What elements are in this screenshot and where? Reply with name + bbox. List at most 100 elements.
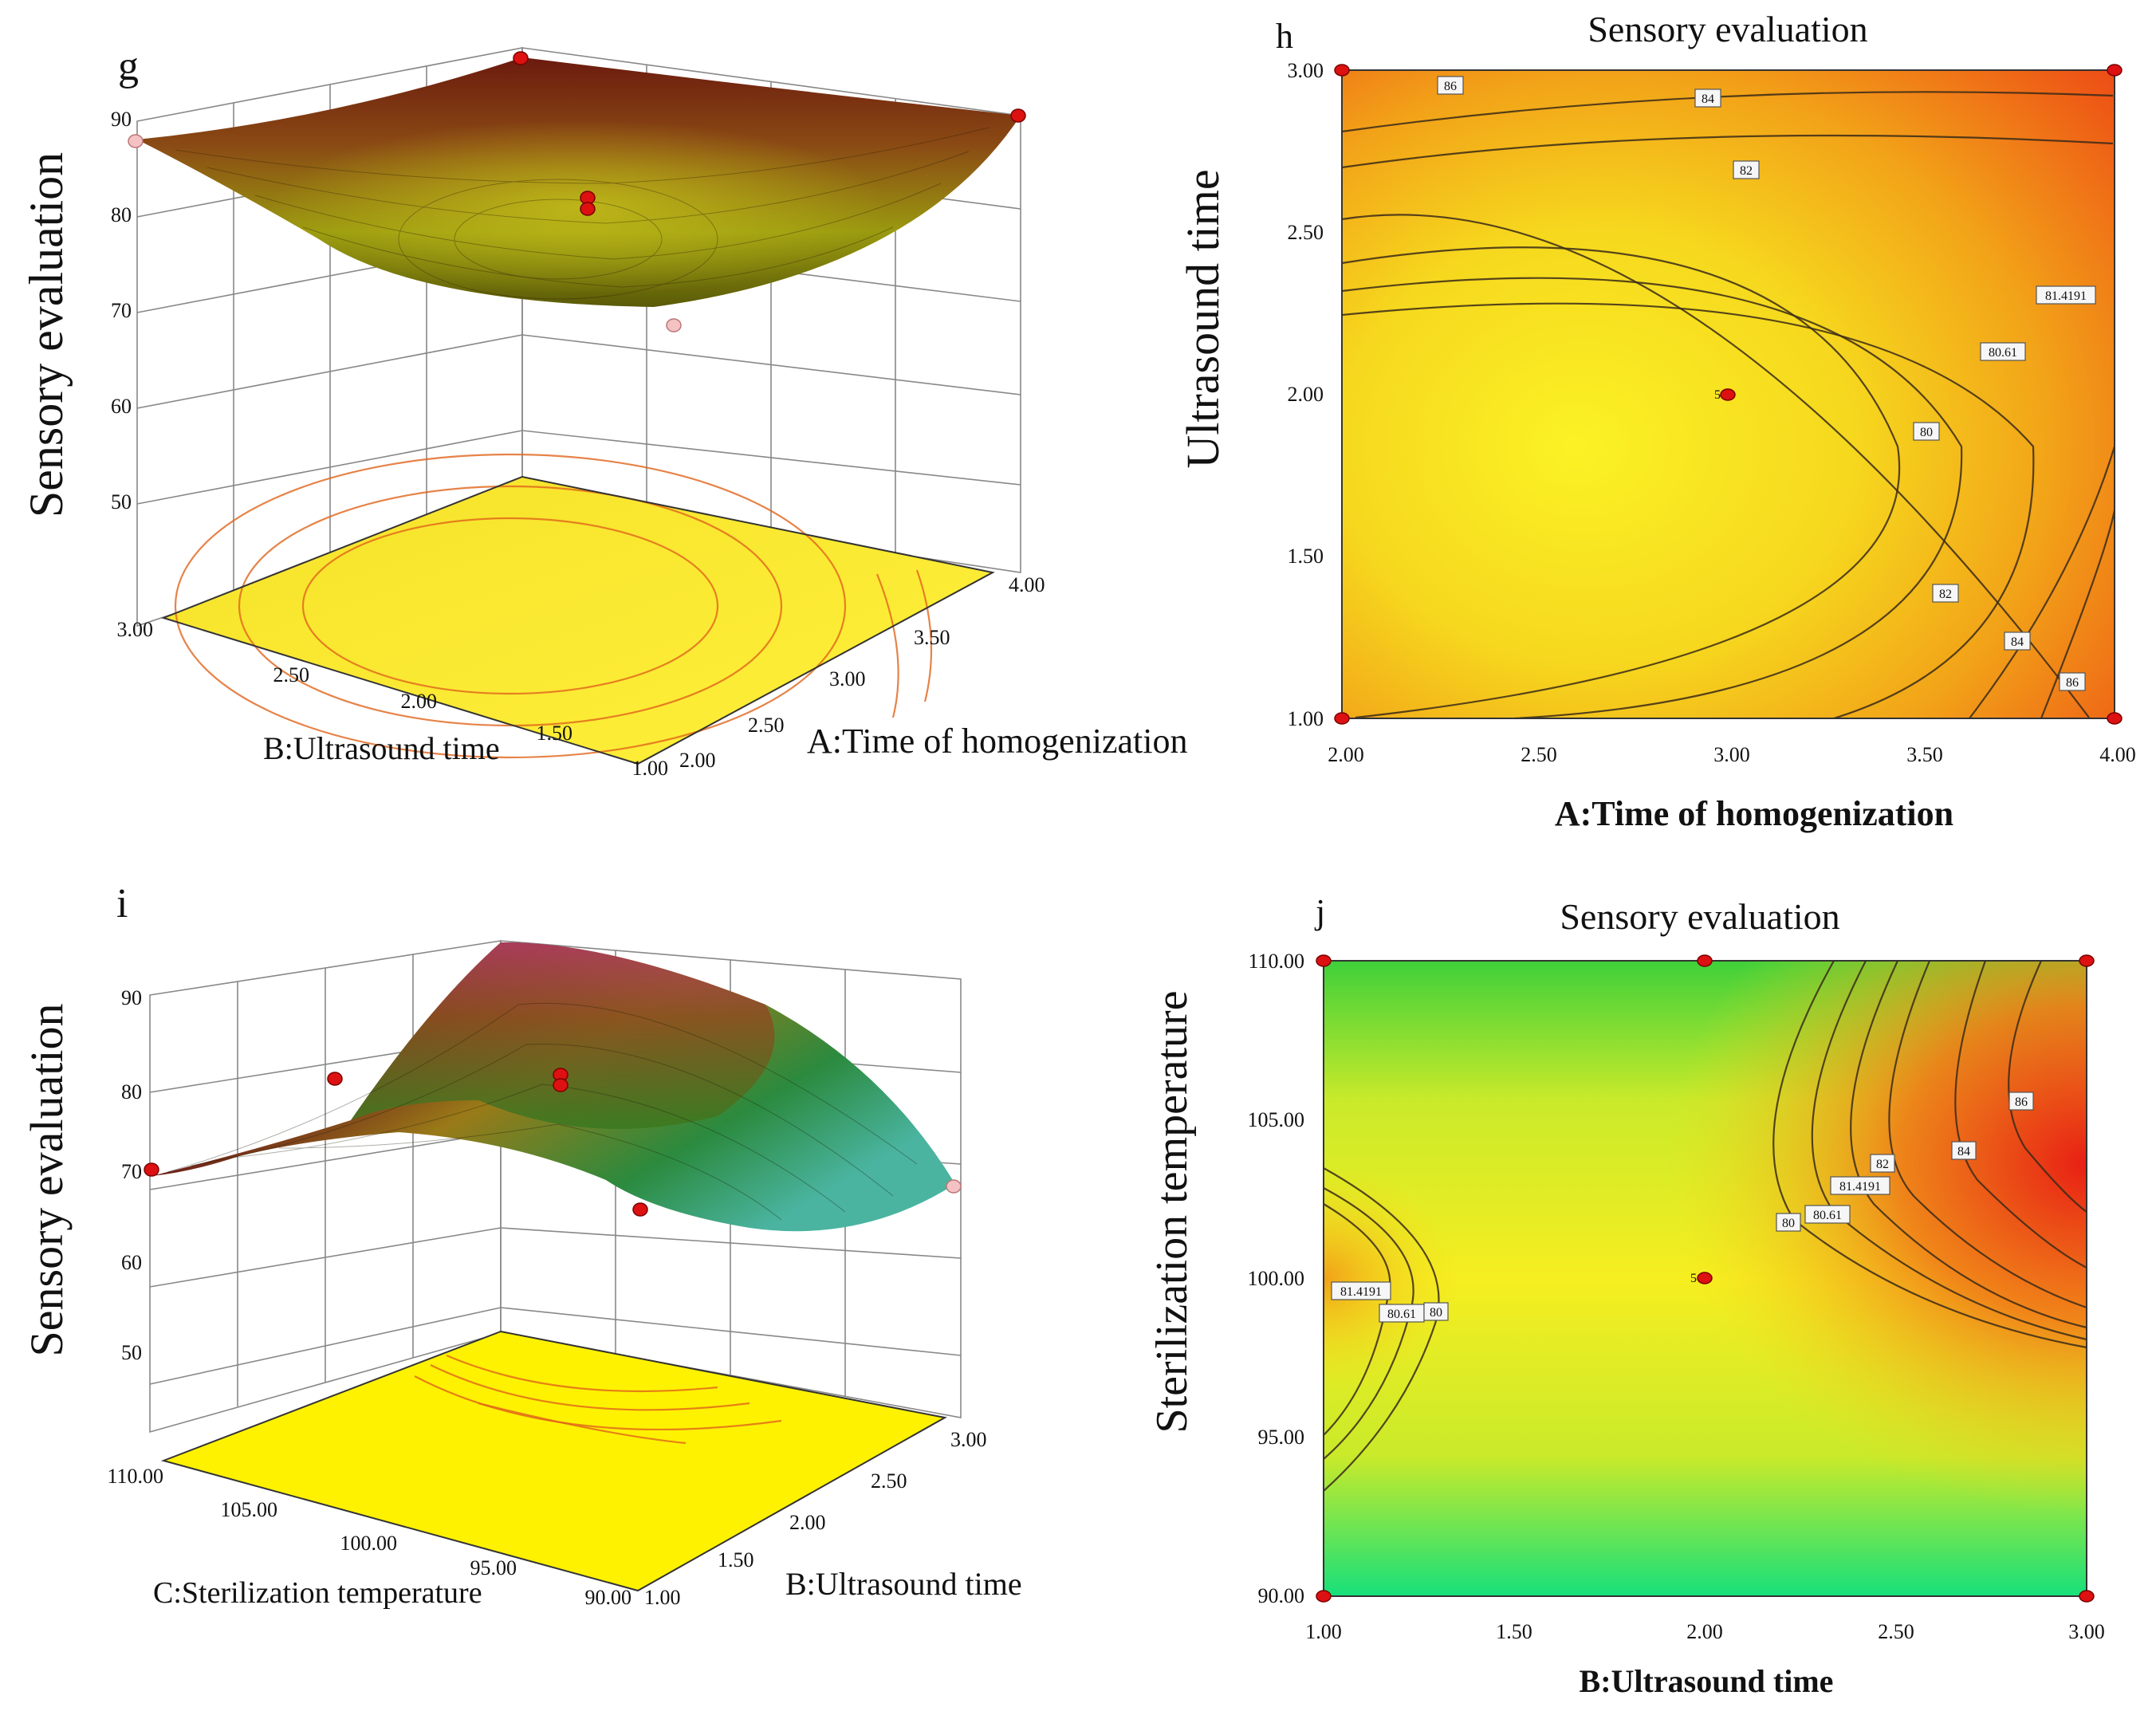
i-b-tick: 1.00 <box>644 1586 681 1609</box>
h-contour-label: 80 <box>1920 426 1933 439</box>
g-floor-plane <box>163 477 993 764</box>
h-x-tick: 2.50 <box>1521 743 1557 766</box>
h-y-ticks: 1.00 1.50 2.00 2.50 3.00 <box>1288 59 1324 730</box>
i-design-points <box>144 1068 962 1217</box>
j-contour-label: 80.61 <box>1387 1308 1416 1321</box>
j-x-tick: 2.50 <box>1878 1620 1914 1643</box>
j-x-tick: 2.00 <box>1686 1620 1723 1643</box>
j-contour-label: 81.4191 <box>1340 1285 1382 1299</box>
h-y-tick: 1.00 <box>1288 707 1324 730</box>
i-b-axis-label: B:Ultrasound time <box>785 1566 1022 1602</box>
h-x-tick: 4.00 <box>2099 743 2136 766</box>
j-x-tick: 3.00 <box>2068 1620 2105 1643</box>
j-design-point <box>2079 1590 2095 1603</box>
j-contour-label: 80 <box>1430 1306 1442 1320</box>
j-design-point <box>1697 954 1713 967</box>
g-b-tick: 2.00 <box>401 690 438 713</box>
h-design-point <box>2107 712 2123 725</box>
i-design-point <box>632 1202 648 1217</box>
i-b-tick: 1.50 <box>718 1548 754 1571</box>
h-design-points: 5 <box>1334 64 2123 725</box>
panel-h: h Sensory evaluation 86 84 82 81.4191 80… <box>1177 9 2136 833</box>
h-design-point <box>1334 64 1350 77</box>
j-y-tick: 90.00 <box>1258 1584 1305 1607</box>
h-y-tick: 2.00 <box>1288 383 1324 406</box>
i-design-point <box>327 1072 343 1086</box>
panel-j-letter: j <box>1314 892 1325 931</box>
g-design-points <box>128 51 1026 332</box>
j-design-point <box>1697 1272 1713 1284</box>
g-a-tick: 4.00 <box>1009 573 1045 596</box>
g-a-tick: 3.00 <box>829 667 866 690</box>
g-b-tick: 1.50 <box>537 722 573 745</box>
h-y-axis-label: Ultrasound time <box>1177 169 1229 468</box>
j-contour-label: 81.4191 <box>1839 1180 1881 1194</box>
j-contour-labels: 81.4191 80.61 80 80 80.61 81.4191 82 84 … <box>1331 1092 2034 1323</box>
g-a-tick: 2.50 <box>748 714 785 737</box>
g-z-ticks: 90 80 70 60 50 <box>111 108 132 513</box>
j-design-point <box>1316 1590 1332 1603</box>
j-contour-label: 80 <box>1782 1217 1795 1230</box>
i-floor-plane <box>163 1331 945 1591</box>
i-z-ticks: 90 80 70 60 50 <box>121 986 142 1364</box>
i-floor-outline <box>160 1330 947 1592</box>
g-b-tick: 2.50 <box>273 663 310 686</box>
i-floor-contours <box>414 1354 782 1445</box>
g-b-tick: 3.00 <box>117 618 154 641</box>
g-a-axis-label: A:Time of homogenization <box>807 722 1187 761</box>
h-x-ticks: 2.00 2.50 3.00 3.50 4.00 <box>1328 743 2136 766</box>
h-plot-frame <box>1341 69 2115 719</box>
j-contour-label: 84 <box>1957 1145 1970 1158</box>
i-c-tick: 95.00 <box>470 1556 517 1579</box>
i-c-tick: 100.00 <box>340 1532 398 1555</box>
i-z-tick: 70 <box>121 1160 142 1183</box>
g-back-wall-right <box>521 47 1021 573</box>
i-design-point <box>144 1162 159 1177</box>
j-title: Sensory evaluation <box>1560 896 1839 937</box>
h-x-axis-label: A:Time of homogenization <box>1555 794 1953 833</box>
g-z-tick: 80 <box>111 203 132 226</box>
j-y-ticks: 90.00 95.00 100.00 105.00 110.00 <box>1248 950 1305 1607</box>
panel-i-letter: i <box>116 881 128 926</box>
g-surface-highlight <box>137 57 1021 307</box>
i-b-tick: 3.00 <box>950 1428 987 1451</box>
h-contour-label: 84 <box>1702 92 1714 106</box>
h-design-point <box>1334 712 1350 725</box>
j-x-tick: 1.00 <box>1305 1620 1342 1643</box>
i-c-tick: 90.00 <box>585 1586 632 1609</box>
g-b-ticks: 3.00 2.50 2.00 1.50 1.00 <box>117 618 669 780</box>
g-b-axis-label: B:Ultrasound time <box>263 730 500 766</box>
h-center-point-label: 5 <box>1714 388 1721 402</box>
h-design-point <box>1720 388 1736 401</box>
g-a-tick: 3.50 <box>914 626 950 649</box>
i-z-tick: 80 <box>121 1080 142 1103</box>
i-b-ticks: 1.00 1.50 2.00 2.50 3.00 <box>644 1428 987 1609</box>
i-c-tick: 110.00 <box>107 1465 163 1488</box>
h-y-tick: 2.50 <box>1288 221 1324 244</box>
h-contour-labels: 86 84 82 81.4191 80.61 80 82 84 86 <box>1437 76 2096 691</box>
i-design-point <box>946 1179 962 1194</box>
g-design-point <box>513 51 529 65</box>
j-x-axis-label: B:Ultrasound time <box>1580 1663 1834 1699</box>
g-b-tick: 1.00 <box>632 757 669 780</box>
h-contour-label: 81.4191 <box>2045 289 2087 303</box>
g-z-axis-label: Sensory evaluation <box>20 152 73 517</box>
g-a-tick: 2.00 <box>679 749 716 772</box>
g-z-tick: 50 <box>111 490 132 513</box>
j-y-tick: 95.00 <box>1258 1426 1305 1449</box>
j-x-tick: 1.50 <box>1496 1620 1532 1643</box>
h-contour-label: 86 <box>2066 676 2079 690</box>
j-contour-label: 86 <box>2015 1095 2028 1109</box>
g-floor-outline <box>160 475 995 765</box>
j-center-point-label: 5 <box>1690 1272 1697 1285</box>
j-design-point <box>1316 954 1332 967</box>
g-z-tick: 90 <box>111 108 132 131</box>
h-x-tick: 3.50 <box>1906 743 1943 766</box>
i-z-tick: 50 <box>121 1341 142 1364</box>
g-floor-contours <box>174 453 933 759</box>
h-contour-label: 80.61 <box>1989 346 2017 360</box>
g-design-point <box>1010 108 1026 123</box>
i-z-axis-label: Sensory evaluation <box>21 1004 73 1357</box>
g-design-point <box>666 318 682 332</box>
